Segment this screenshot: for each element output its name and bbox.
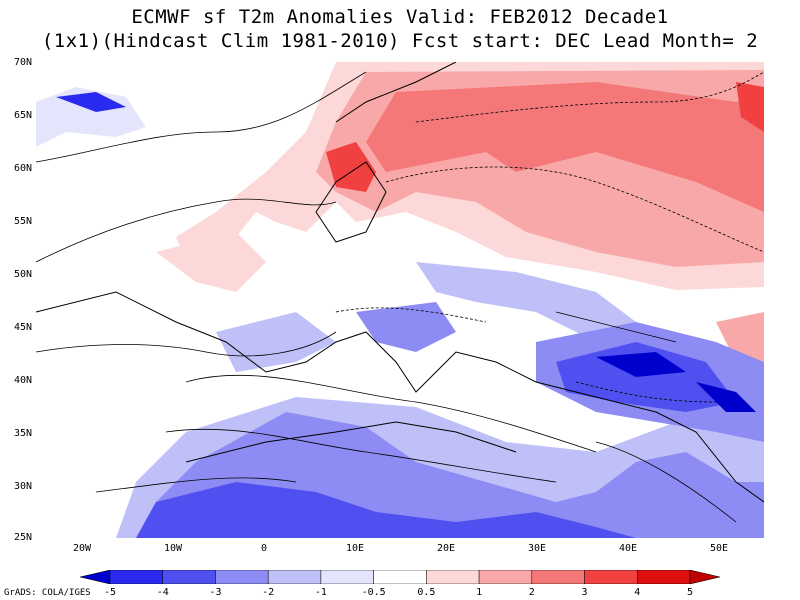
lat-label-70n: 70N [13, 57, 32, 68]
lat-label-55n: 55N [13, 216, 32, 227]
lat-label-40n: 40N [13, 375, 32, 386]
lat-label-60n: 60N [13, 163, 32, 174]
contour-lines [36, 71, 737, 523]
colorbar-swatch [373, 570, 427, 584]
colorbar-swatch [109, 570, 163, 584]
chart-title-line2: (1x1)(Hindcast Clim 1981-2010) Fcst star… [41, 30, 759, 52]
colorbar-swatch [320, 570, 374, 584]
lat-label-25n: 25N [13, 532, 32, 543]
colorbar-tick-label: -1 [314, 587, 327, 598]
lon-label-10e: 10E [345, 543, 365, 554]
colorbar-swatch [531, 570, 585, 584]
dashed-contour-lines [335, 71, 764, 403]
lon-label-50e: 50E [709, 543, 729, 554]
lon-label-0: 0 [260, 543, 268, 554]
lat-label-30n: 30N [13, 481, 32, 492]
colorbar-swatch [267, 570, 322, 584]
lon-label-20w: 20W [72, 543, 92, 554]
grads-credit: GrADS: COLA/IGES [4, 588, 91, 598]
lat-label-45n: 45N [13, 322, 32, 333]
colorbar-tick-label: -4 [156, 587, 169, 598]
colorbar-swatch [80, 570, 111, 584]
colorbar-swatch [584, 570, 638, 584]
lon-label-20e: 20E [436, 543, 456, 554]
colorbar-tick-label: 1 [476, 587, 483, 598]
map-canvas [36, 62, 764, 538]
lon-label-40e: 40E [618, 543, 638, 554]
colorbar-tick-label: 3 [581, 587, 588, 598]
lon-label-30e: 30E [527, 543, 547, 554]
colorbar-swatch [162, 570, 216, 584]
lat-label-50n: 50N [13, 269, 32, 280]
anomaly-map [36, 62, 764, 538]
coastline [36, 291, 764, 503]
colorbar-tick-label: -5 [103, 587, 117, 598]
colorbar-tick-label: -3 [209, 587, 222, 598]
colorbar-tick-label: 5 [686, 587, 694, 598]
colorbar-swatch [637, 570, 691, 584]
lat-label-65n: 65N [13, 110, 32, 121]
colorbar-swatch [478, 570, 533, 584]
colorbar-swatch [689, 570, 720, 584]
lat-label-35n: 35N [13, 428, 32, 439]
colorbar-tick-label: 2 [528, 587, 535, 598]
colorbar-swatch [215, 570, 269, 584]
warm-anomaly-fills [36, 62, 764, 362]
colorbar-tick-label: -0.5 [361, 587, 386, 598]
lon-label-10w: 10W [163, 543, 183, 554]
colorbar-tick-label: 0.5 [417, 587, 436, 598]
chart-title-line1: ECMWF sf T2m Anomalies Valid: FEB2012 De… [131, 6, 669, 28]
colorbar-swatch [426, 570, 480, 584]
colorbar [80, 570, 720, 584]
colorbar-tick-label: -2 [262, 587, 275, 598]
colorbar-tick-label: 4 [634, 587, 641, 598]
